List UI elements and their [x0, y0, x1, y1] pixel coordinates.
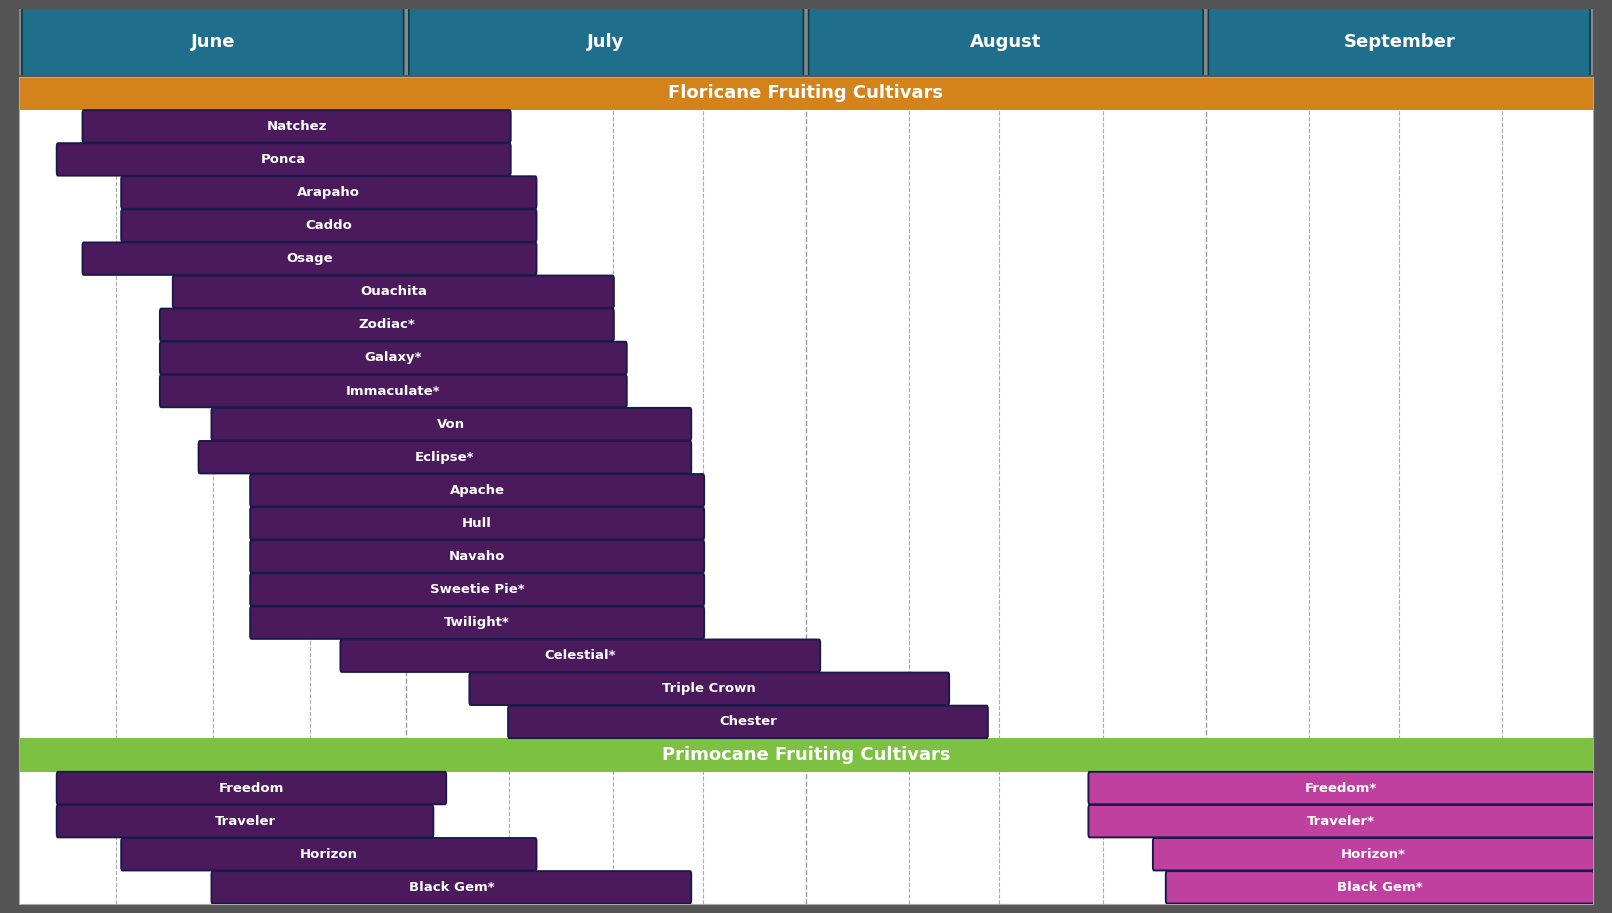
FancyBboxPatch shape: [809, 0, 1203, 97]
FancyBboxPatch shape: [1209, 0, 1589, 97]
FancyBboxPatch shape: [121, 209, 537, 242]
Text: Von: Von: [437, 417, 466, 431]
Text: Traveler: Traveler: [214, 814, 276, 828]
Text: Chester: Chester: [719, 716, 777, 729]
Text: Immaculate*: Immaculate*: [347, 384, 440, 397]
FancyBboxPatch shape: [160, 375, 627, 407]
FancyBboxPatch shape: [1165, 871, 1594, 904]
Text: Horizon: Horizon: [300, 848, 358, 861]
FancyBboxPatch shape: [56, 805, 434, 837]
Text: Caddo: Caddo: [305, 219, 353, 232]
Text: Celestial*: Celestial*: [545, 649, 616, 662]
Text: Osage: Osage: [287, 252, 332, 265]
Text: Navaho: Navaho: [450, 550, 505, 563]
FancyBboxPatch shape: [250, 474, 704, 507]
Text: August: August: [970, 33, 1041, 51]
FancyBboxPatch shape: [23, 0, 403, 97]
FancyBboxPatch shape: [508, 706, 988, 738]
FancyBboxPatch shape: [82, 110, 511, 142]
FancyBboxPatch shape: [82, 243, 537, 275]
FancyBboxPatch shape: [250, 507, 704, 540]
Text: Eclipse*: Eclipse*: [416, 451, 474, 464]
Text: Primocane Fruiting Cultivars: Primocane Fruiting Cultivars: [663, 746, 949, 764]
Text: Arapaho: Arapaho: [297, 186, 361, 199]
FancyBboxPatch shape: [211, 408, 692, 440]
Text: June: June: [190, 33, 235, 51]
Text: Black Gem*: Black Gem*: [408, 881, 495, 894]
Text: Apache: Apache: [450, 484, 505, 497]
Text: July: July: [587, 33, 625, 51]
FancyBboxPatch shape: [1153, 838, 1594, 870]
Text: Freedom*: Freedom*: [1306, 782, 1377, 794]
FancyBboxPatch shape: [469, 673, 949, 705]
Text: Galaxy*: Galaxy*: [364, 352, 422, 364]
Text: Horizon*: Horizon*: [1341, 848, 1406, 861]
FancyBboxPatch shape: [172, 276, 614, 308]
FancyBboxPatch shape: [160, 341, 627, 374]
FancyBboxPatch shape: [250, 573, 704, 605]
FancyBboxPatch shape: [250, 540, 704, 572]
Text: Ponca: Ponca: [261, 152, 306, 166]
Text: Traveler*: Traveler*: [1307, 814, 1375, 828]
FancyBboxPatch shape: [340, 639, 821, 672]
FancyBboxPatch shape: [19, 77, 1593, 110]
Text: Hull: Hull: [463, 517, 492, 530]
Text: Sweetie Pie*: Sweetie Pie*: [430, 583, 524, 596]
FancyBboxPatch shape: [198, 441, 692, 474]
Text: Twilight*: Twilight*: [445, 616, 509, 629]
Text: September: September: [1343, 33, 1456, 51]
Text: Triple Crown: Triple Crown: [663, 682, 756, 696]
Text: Freedom: Freedom: [219, 782, 284, 794]
Text: Ouachita: Ouachita: [359, 285, 427, 299]
Text: Natchez: Natchez: [266, 120, 327, 132]
FancyBboxPatch shape: [121, 176, 537, 209]
FancyBboxPatch shape: [56, 771, 447, 804]
FancyBboxPatch shape: [409, 0, 803, 97]
FancyBboxPatch shape: [160, 309, 614, 341]
Text: Floricane Fruiting Cultivars: Floricane Fruiting Cultivars: [669, 84, 943, 102]
FancyBboxPatch shape: [121, 838, 537, 870]
Text: Zodiac*: Zodiac*: [358, 319, 416, 331]
FancyBboxPatch shape: [19, 739, 1593, 771]
FancyBboxPatch shape: [211, 871, 692, 904]
FancyBboxPatch shape: [1088, 805, 1594, 837]
FancyBboxPatch shape: [56, 143, 511, 175]
FancyBboxPatch shape: [250, 606, 704, 639]
FancyBboxPatch shape: [1088, 771, 1594, 804]
Text: Black Gem*: Black Gem*: [1336, 881, 1423, 894]
